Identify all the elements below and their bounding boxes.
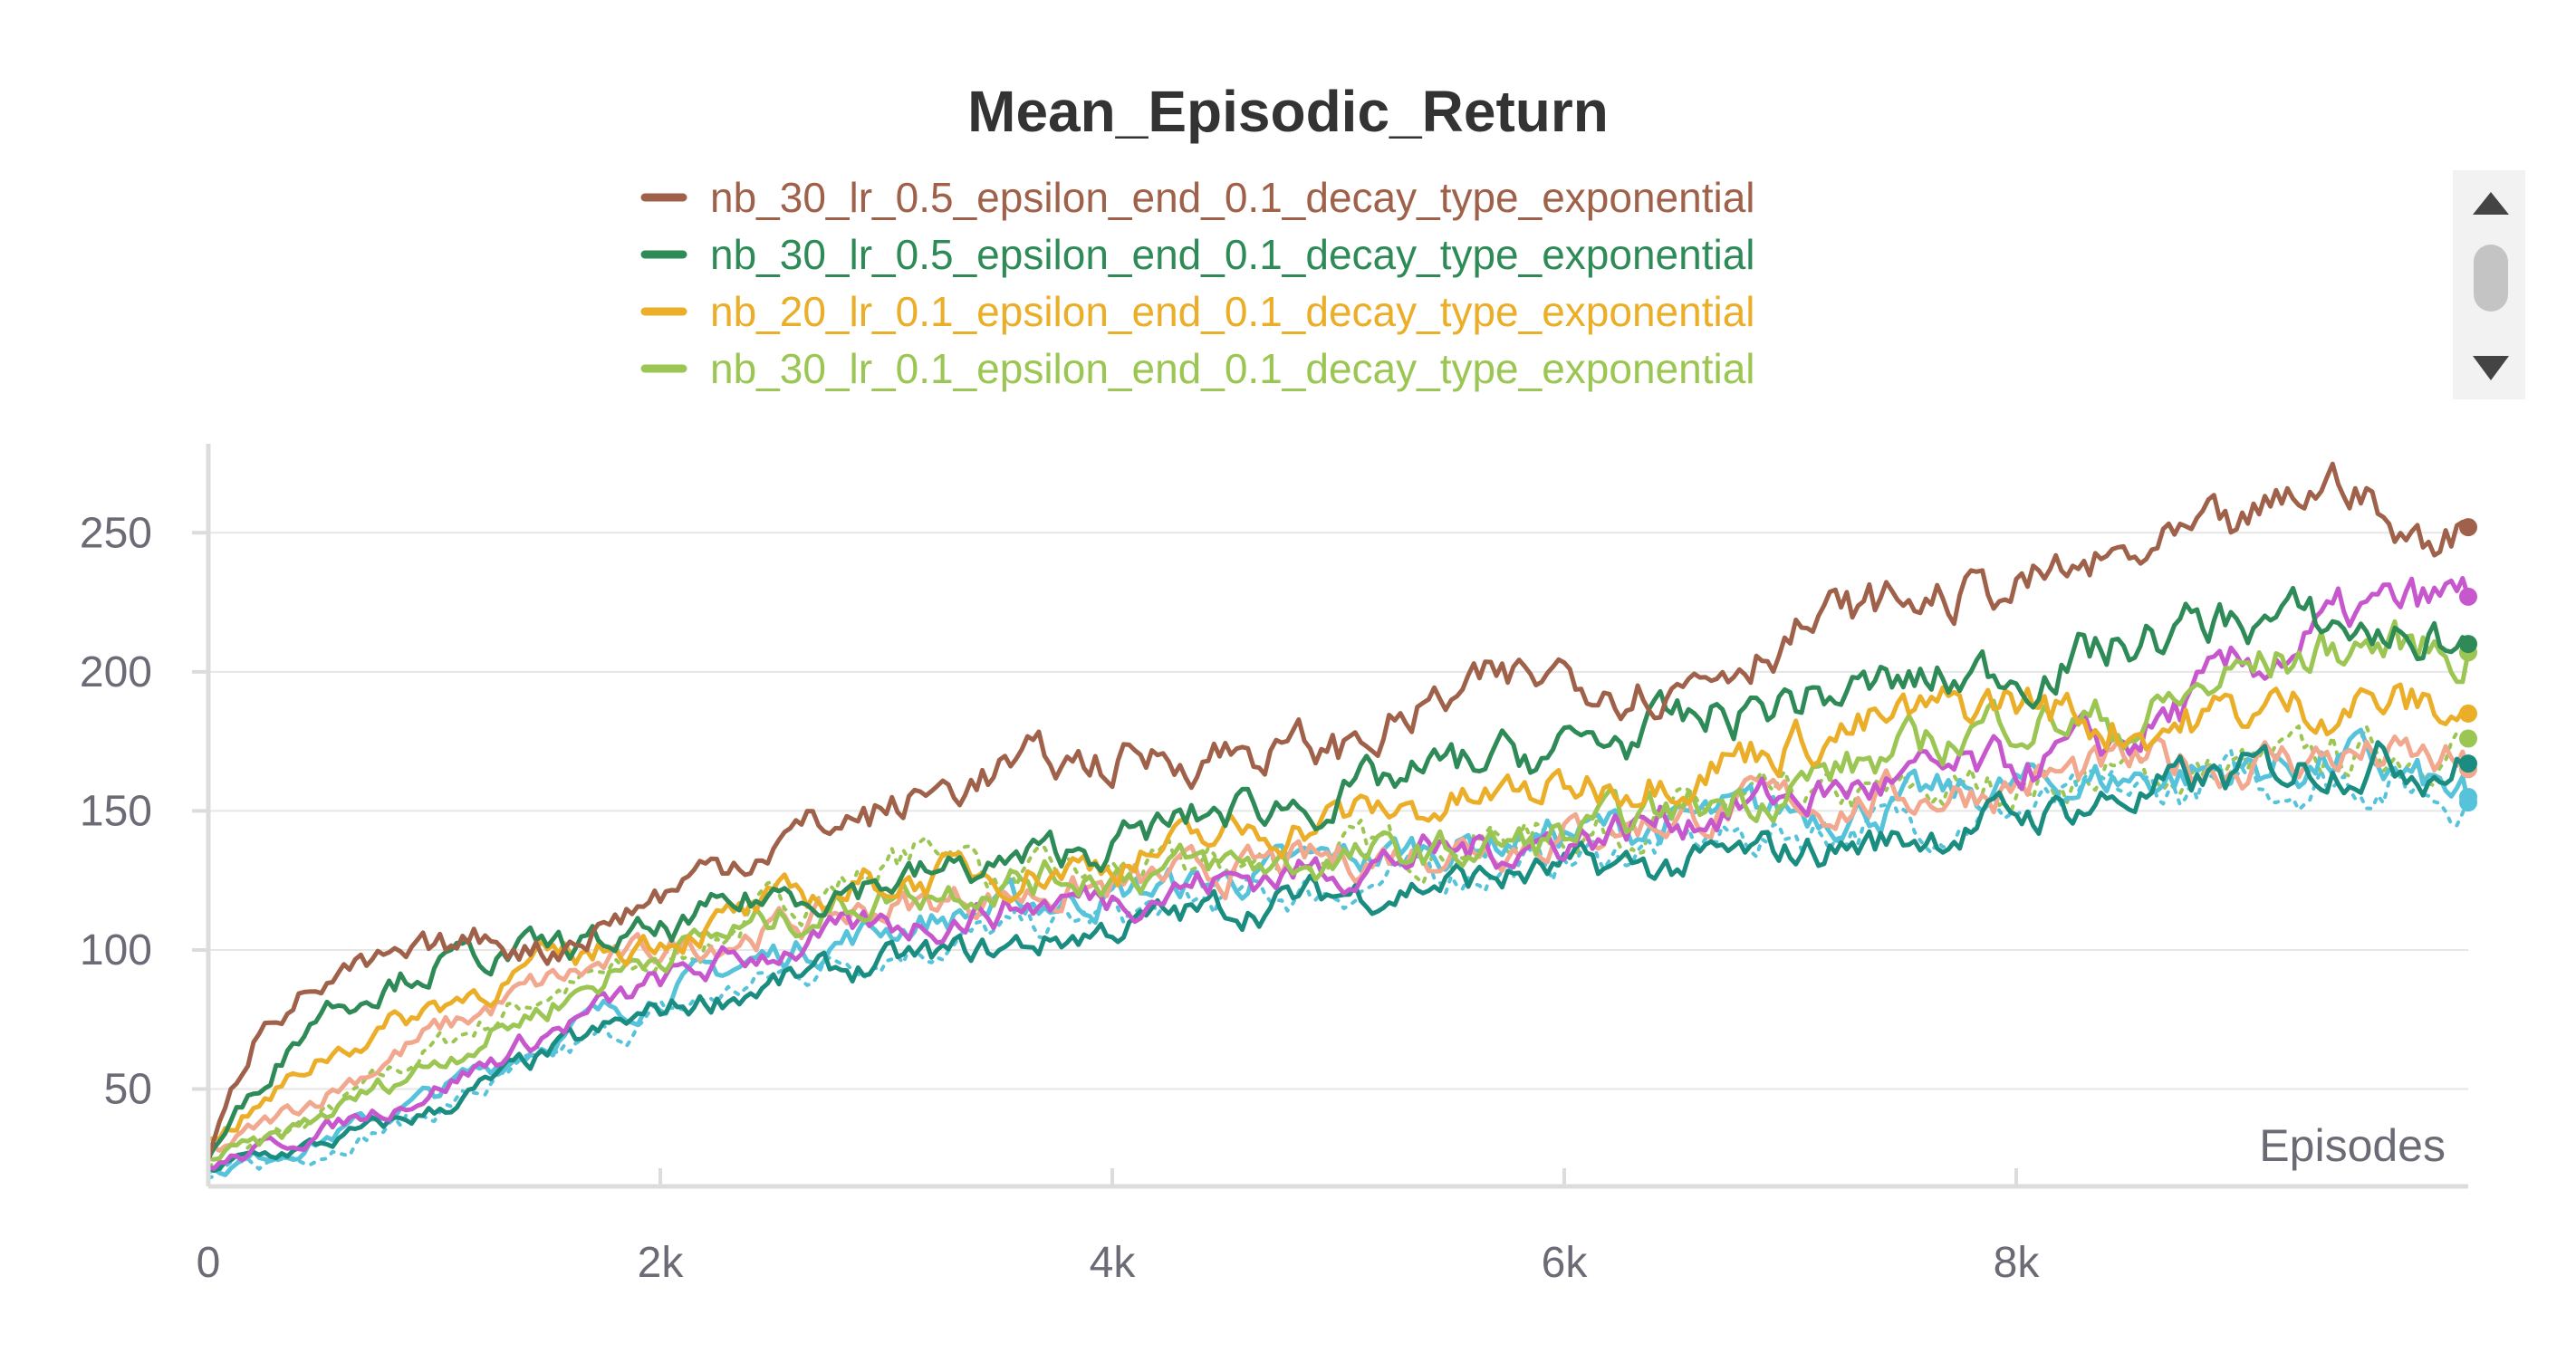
x-axis-label: Episodes [2259,1120,2446,1171]
series-end-point-0 [2459,518,2477,537]
y-axis-ticks: 50 100 150 200 250 [80,509,208,1114]
legend: nb_30_lr_0.5_epsilon_end_0.1_decay_type_… [640,174,1755,392]
legend-entry-3[interactable]: nb_30_lr_0.1_epsilon_end_0.1_decay_type_… [710,345,1755,392]
x-axis-ticks: 0 2k 4k 6k 8k [197,1168,2041,1287]
scroll-down-icon[interactable] [2473,356,2509,380]
x-tick-label-1: 2k [638,1239,685,1287]
series-end-point-7 [2459,793,2477,812]
series-end-point-5 [2459,754,2477,773]
series-line-0 [206,461,2471,1161]
scroll-up-icon[interactable] [2473,192,2509,215]
series-line-6 [206,734,2471,1158]
series-end-point-9 [2459,729,2477,748]
legend-entry-1[interactable]: nb_30_lr_0.5_epsilon_end_0.1_decay_type_… [710,231,1755,278]
series-line-1 [206,585,2471,1161]
x-tick-label-4: 8k [1994,1239,2041,1287]
series-line-4 [206,576,2471,1171]
legend-scroll[interactable] [2453,170,2525,399]
legend-scrollbar-thumb[interactable] [2474,245,2508,312]
y-tick-label-4: 250 [80,509,152,557]
series-line-3 [206,619,2471,1162]
legend-entry-0[interactable]: nb_30_lr_0.5_epsilon_end_0.1_decay_type_… [710,174,1755,221]
chart-title: Mean_Episodic_Return [967,79,1609,144]
x-tick-label-0: 0 [197,1239,221,1287]
legend-entry-2[interactable]: nb_20_lr_0.1_epsilon_end_0.1_decay_type_… [710,288,1755,335]
y-tick-label-1: 100 [80,926,152,974]
series-end-point-2 [2459,704,2477,723]
y-tick-label-3: 200 [80,648,152,696]
series-end-point-4 [2459,587,2477,606]
x-tick-label-2: 4k [1090,1239,1137,1287]
plot-area [206,461,2477,1180]
series-end-point-1 [2459,635,2477,654]
y-tick-label-2: 150 [80,787,152,835]
series-line-5 [206,740,2471,1174]
x-tick-label-3: 6k [1542,1239,1589,1287]
y-tick-label-0: 50 [104,1066,152,1114]
